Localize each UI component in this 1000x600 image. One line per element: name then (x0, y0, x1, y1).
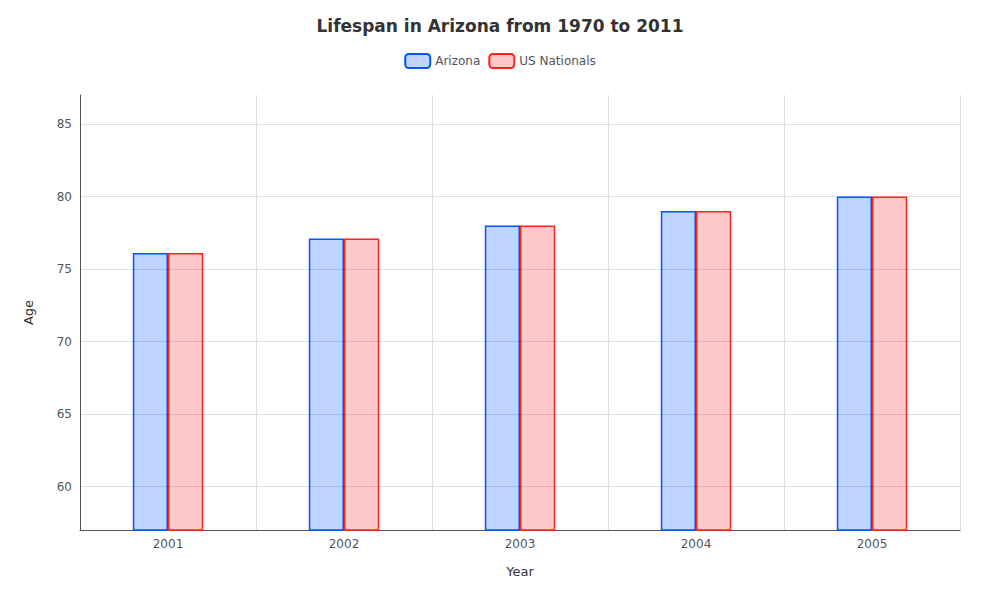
svg-text:2002: 2002 (329, 537, 360, 551)
svg-text:2004: 2004 (681, 537, 712, 551)
svg-text:75: 75 (57, 262, 72, 276)
svg-text:2003: 2003 (505, 537, 536, 551)
svg-text:65: 65 (57, 407, 72, 421)
svg-text:2005: 2005 (857, 537, 888, 551)
svg-text:60: 60 (57, 480, 72, 494)
svg-text:80: 80 (57, 190, 72, 204)
svg-text:2001: 2001 (153, 537, 184, 551)
svg-text:Age: Age (21, 300, 36, 325)
svg-text:Lifespan in Arizona from 1970: Lifespan in Arizona from 1970 to 2011 (316, 16, 683, 36)
svg-text:70: 70 (57, 335, 72, 349)
svg-text:Arizona: Arizona (435, 54, 480, 68)
svg-text:Year: Year (505, 564, 534, 579)
svg-text:US Nationals: US Nationals (519, 54, 595, 68)
svg-text:85: 85 (57, 117, 72, 131)
